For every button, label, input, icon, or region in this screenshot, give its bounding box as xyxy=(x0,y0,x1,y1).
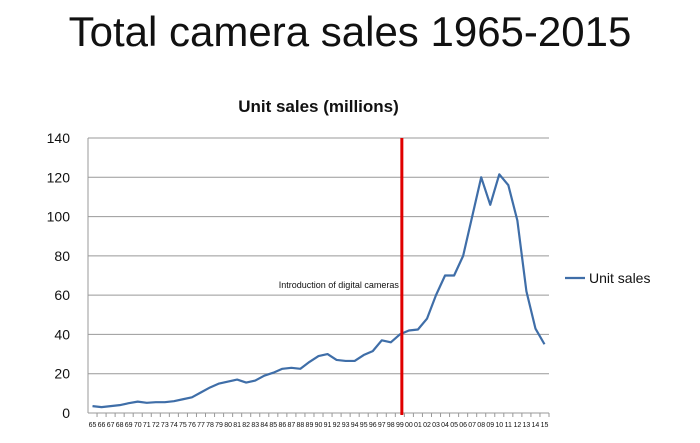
x-tick-label: 94 xyxy=(351,422,359,429)
x-tick-label: 84 xyxy=(260,422,268,429)
x-tick-label: 92 xyxy=(333,422,341,429)
x-tick-label: 02 xyxy=(423,422,431,429)
x-tick-label: 14 xyxy=(532,422,540,429)
x-tick-label: 76 xyxy=(188,422,196,429)
x-tick-label: 79 xyxy=(215,422,223,429)
y-tick-label: 0 xyxy=(62,405,70,421)
chart-title: Unit sales (millions) xyxy=(238,97,399,116)
x-tick-label: 88 xyxy=(297,422,305,429)
x-tick-label: 80 xyxy=(224,422,232,429)
x-tick-label: 93 xyxy=(342,422,350,429)
x-tick-label: 05 xyxy=(450,422,458,429)
x-tick-label: 74 xyxy=(170,422,178,429)
y-tick-label: 100 xyxy=(47,209,71,225)
y-tick-label: 80 xyxy=(54,248,70,264)
x-tick-label: 69 xyxy=(125,422,133,429)
x-tick-label: 78 xyxy=(206,422,214,429)
x-tick-label: 08 xyxy=(477,422,485,429)
x-tick-label: 00 xyxy=(405,422,413,429)
x-tick-label: 68 xyxy=(116,422,124,429)
series-line-unit-sales xyxy=(92,173,546,409)
x-tick-label: 65 xyxy=(89,422,97,429)
x-tick-label: 01 xyxy=(414,422,422,429)
x-tick-label: 83 xyxy=(251,422,259,429)
x-tick-label: 09 xyxy=(486,422,494,429)
x-tick-label: 97 xyxy=(378,422,386,429)
x-tick-label: 99 xyxy=(396,422,404,429)
y-tick-label: 140 xyxy=(47,130,71,146)
x-tick-label: 70 xyxy=(134,422,142,429)
x-tick-label: 71 xyxy=(143,422,151,429)
x-tick-label: 03 xyxy=(432,422,440,429)
x-tick-label: 77 xyxy=(197,422,205,429)
x-tick-label: 15 xyxy=(541,422,549,429)
x-tick-label: 98 xyxy=(387,422,395,429)
legend-label: Unit sales xyxy=(589,270,650,286)
x-tick-label: 11 xyxy=(505,422,512,429)
x-tick-label: 13 xyxy=(523,422,531,429)
x-tick-label: 72 xyxy=(152,422,160,429)
x-tick-label: 82 xyxy=(242,422,250,429)
x-tick-label: 67 xyxy=(107,422,115,429)
annotation-label: Introduction of digital cameras xyxy=(279,280,400,290)
y-tick-label: 20 xyxy=(54,366,70,382)
slide-title: Total camera sales 1965-2015 xyxy=(68,8,632,55)
x-tick-label: 12 xyxy=(513,422,521,429)
x-tick-label: 86 xyxy=(278,422,286,429)
x-tick-label: 10 xyxy=(495,422,503,429)
x-tick-label: 75 xyxy=(179,422,187,429)
x-tick-label: 90 xyxy=(315,422,323,429)
x-tick-label: 89 xyxy=(306,422,314,429)
x-tick-label: 96 xyxy=(369,422,377,429)
x-tick-label: 81 xyxy=(233,422,241,429)
y-tick-label: 120 xyxy=(47,169,71,185)
x-tick-label: 87 xyxy=(287,422,295,429)
x-tick-label: 73 xyxy=(161,422,169,429)
x-tick-label: 66 xyxy=(98,422,106,429)
y-tick-label: 60 xyxy=(54,287,70,303)
x-tick-label: 91 xyxy=(324,422,332,429)
x-tick-label: 06 xyxy=(459,422,467,429)
x-tick-label: 85 xyxy=(269,422,277,429)
x-tick-label: 07 xyxy=(468,422,476,429)
y-tick-label: 40 xyxy=(54,326,70,342)
x-tick-label: 04 xyxy=(441,422,449,429)
x-tick-label: 95 xyxy=(360,422,368,429)
